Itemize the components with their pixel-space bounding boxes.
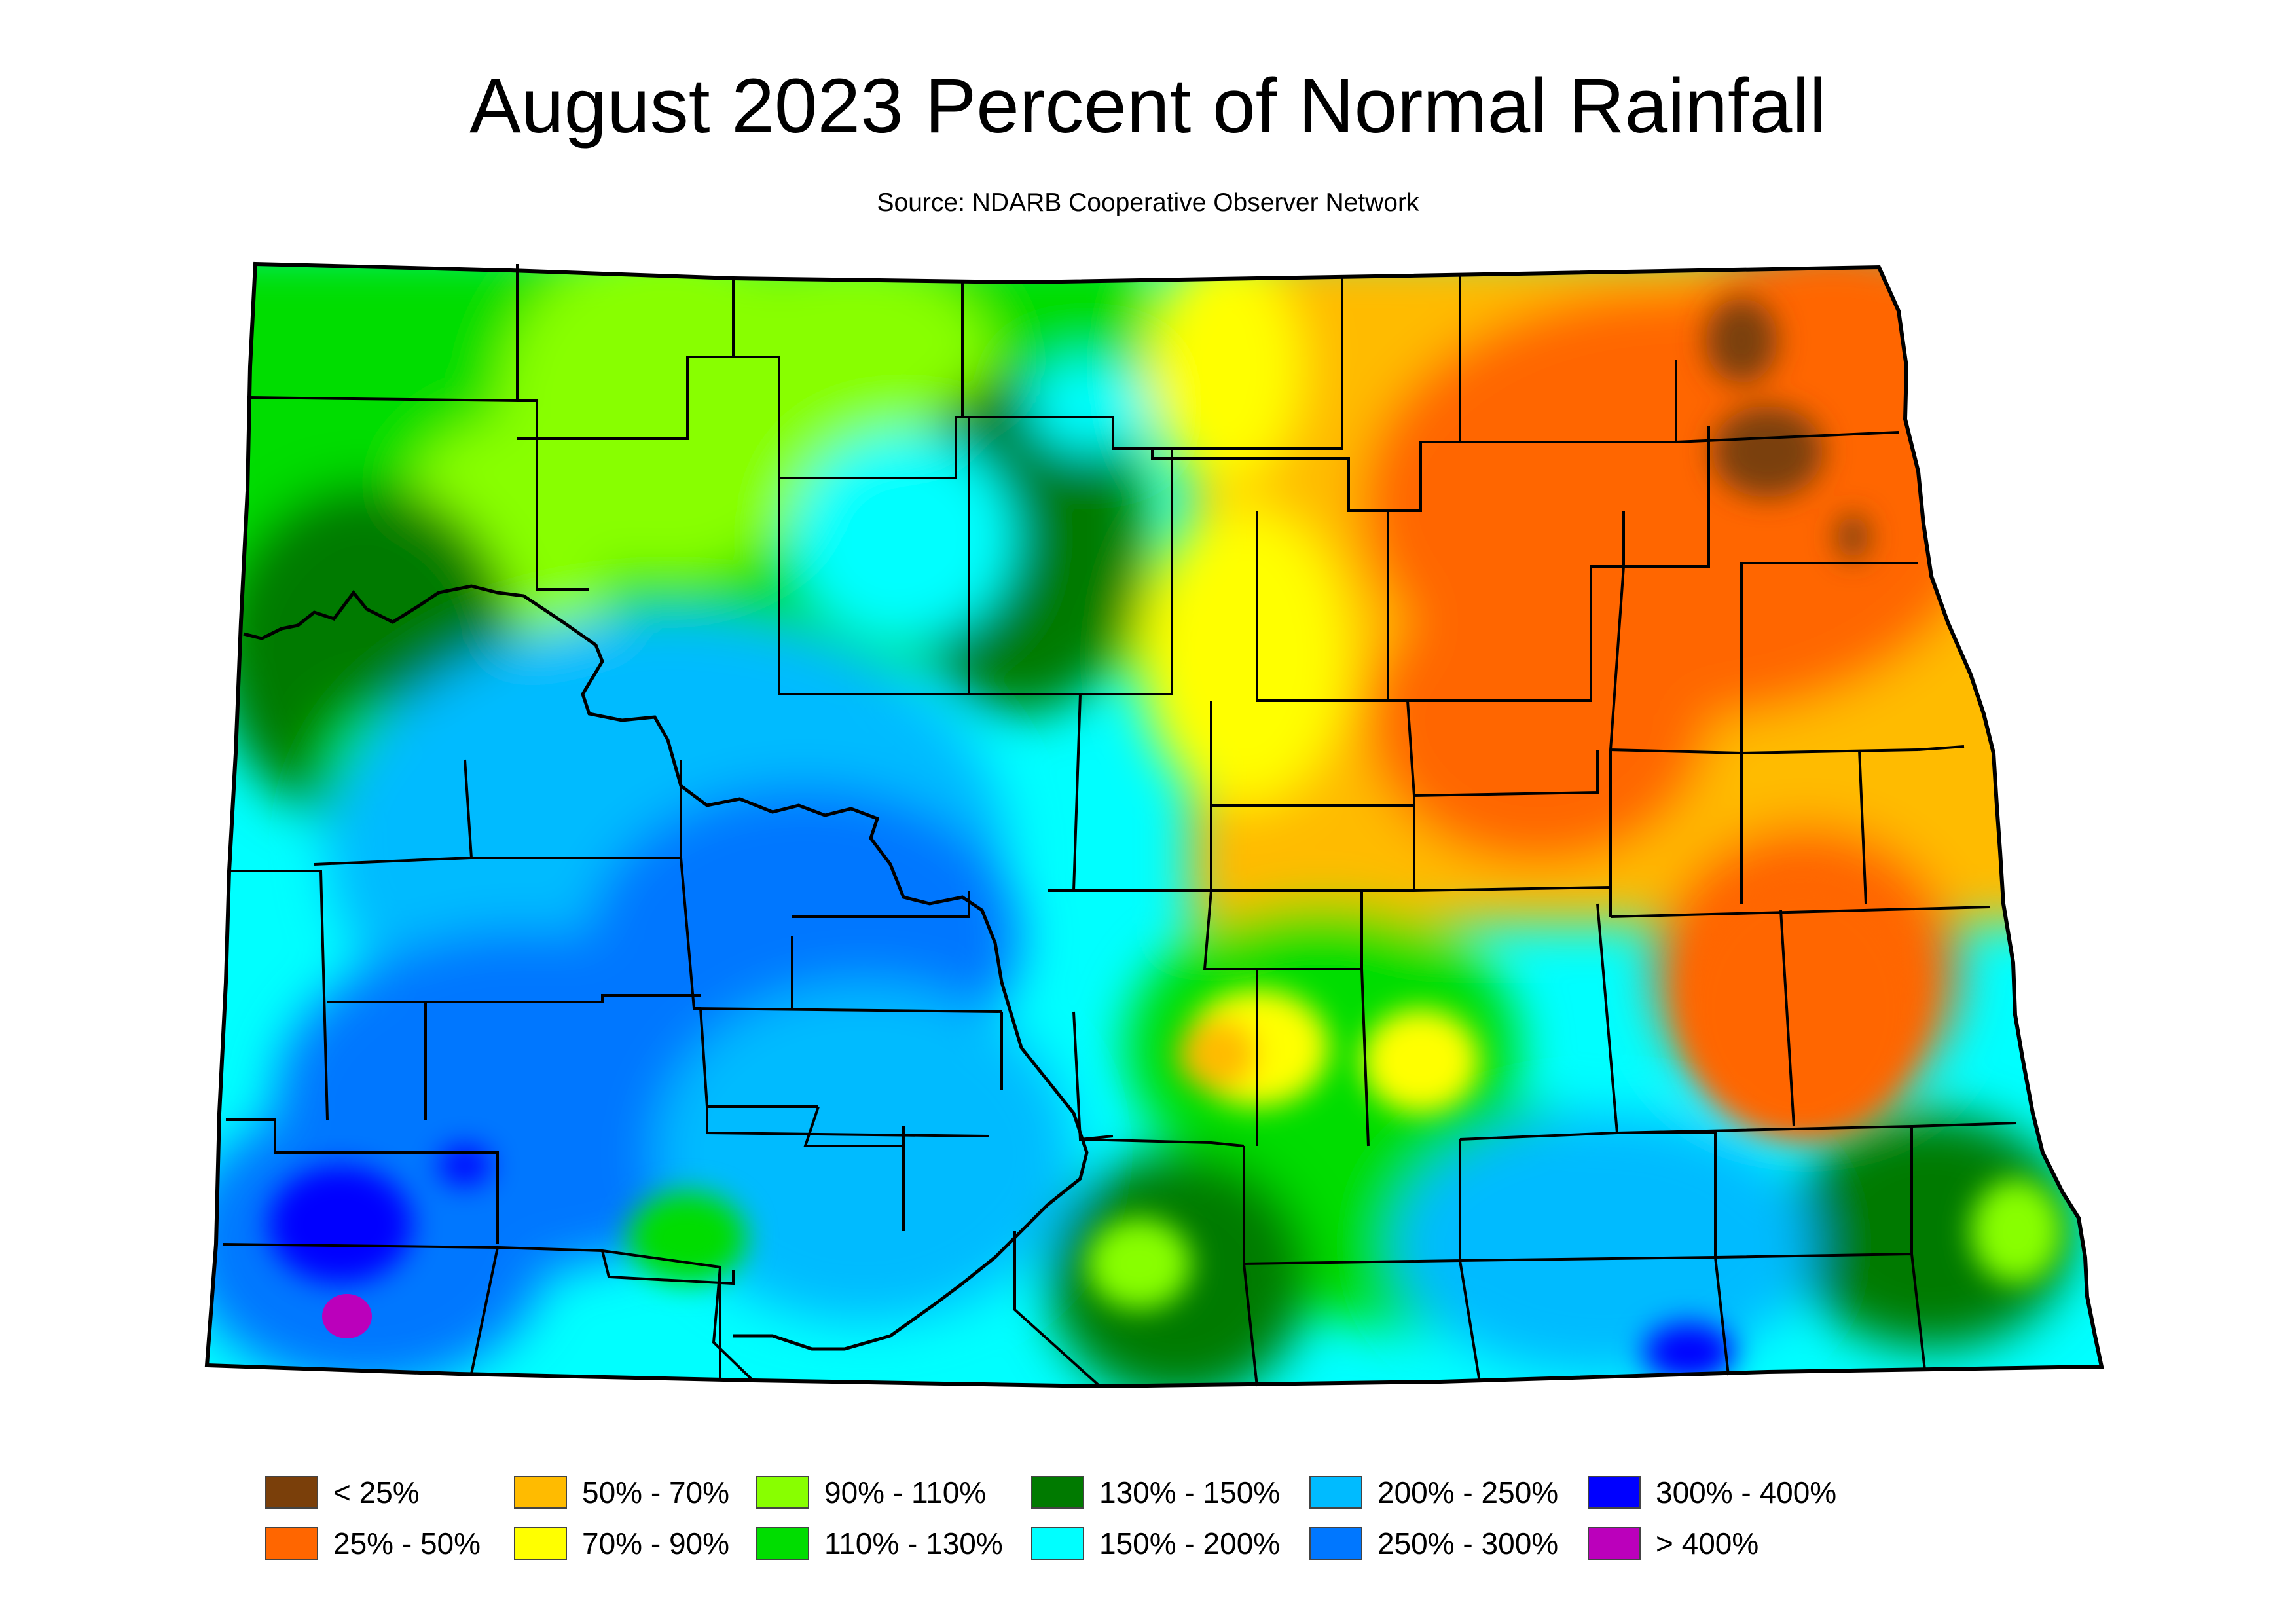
legend-swatch xyxy=(514,1476,567,1509)
legend-swatch xyxy=(265,1527,318,1560)
legend-label: 130% - 150% xyxy=(1099,1475,1281,1509)
legend-swatch xyxy=(1031,1527,1084,1560)
legend-item: 200% - 250% xyxy=(1309,1475,1558,1510)
legend-label: > 400% xyxy=(1656,1526,1759,1560)
legend-swatch xyxy=(1588,1527,1641,1560)
legend-swatch xyxy=(756,1476,809,1509)
legend-label: 70% - 90% xyxy=(582,1526,730,1560)
legend-item: 25% - 50% xyxy=(265,1526,481,1561)
legend-swatch xyxy=(1309,1527,1362,1560)
legend-label: 50% - 70% xyxy=(582,1475,730,1509)
legend-label: < 25% xyxy=(333,1475,420,1509)
legend-swatch xyxy=(756,1527,809,1560)
legend-label: 200% - 250% xyxy=(1377,1475,1559,1509)
legend-swatch xyxy=(1309,1476,1362,1509)
county-lines xyxy=(222,264,2017,1388)
legend-swatch xyxy=(1588,1476,1641,1509)
legend-swatch xyxy=(514,1527,567,1560)
legend-label: 25% - 50% xyxy=(333,1526,481,1560)
legend-item: < 25% xyxy=(265,1475,420,1510)
legend-item: 110% - 130% xyxy=(756,1526,1003,1561)
map-title: August 2023 Percent of Normal Rainfall xyxy=(469,63,1827,149)
legend-item: 130% - 150% xyxy=(1031,1475,1280,1510)
legend-item: 150% - 200% xyxy=(1031,1526,1280,1561)
map-subtitle: Source: NDARB Cooperative Observer Netwo… xyxy=(877,189,1419,217)
missouri-river xyxy=(243,584,1089,1351)
legend-item: 90% - 110% xyxy=(756,1475,986,1510)
legend-label: 250% - 300% xyxy=(1377,1526,1559,1560)
legend-label: 110% - 130% xyxy=(824,1526,1003,1560)
legend-label: 300% - 400% xyxy=(1656,1475,1837,1509)
legend-label: 90% - 110% xyxy=(824,1475,987,1509)
legend-item: > 400% xyxy=(1588,1526,1758,1561)
legend-item: 50% - 70% xyxy=(514,1475,729,1510)
legend-swatch xyxy=(1031,1476,1084,1509)
legend-swatch xyxy=(265,1476,318,1509)
legend-item: 70% - 90% xyxy=(514,1526,729,1561)
legend-item: 250% - 300% xyxy=(1309,1526,1558,1561)
rainfall-field xyxy=(207,264,2102,1386)
legend-label: 150% - 200% xyxy=(1099,1526,1281,1560)
legend-item: 300% - 400% xyxy=(1588,1475,1836,1510)
